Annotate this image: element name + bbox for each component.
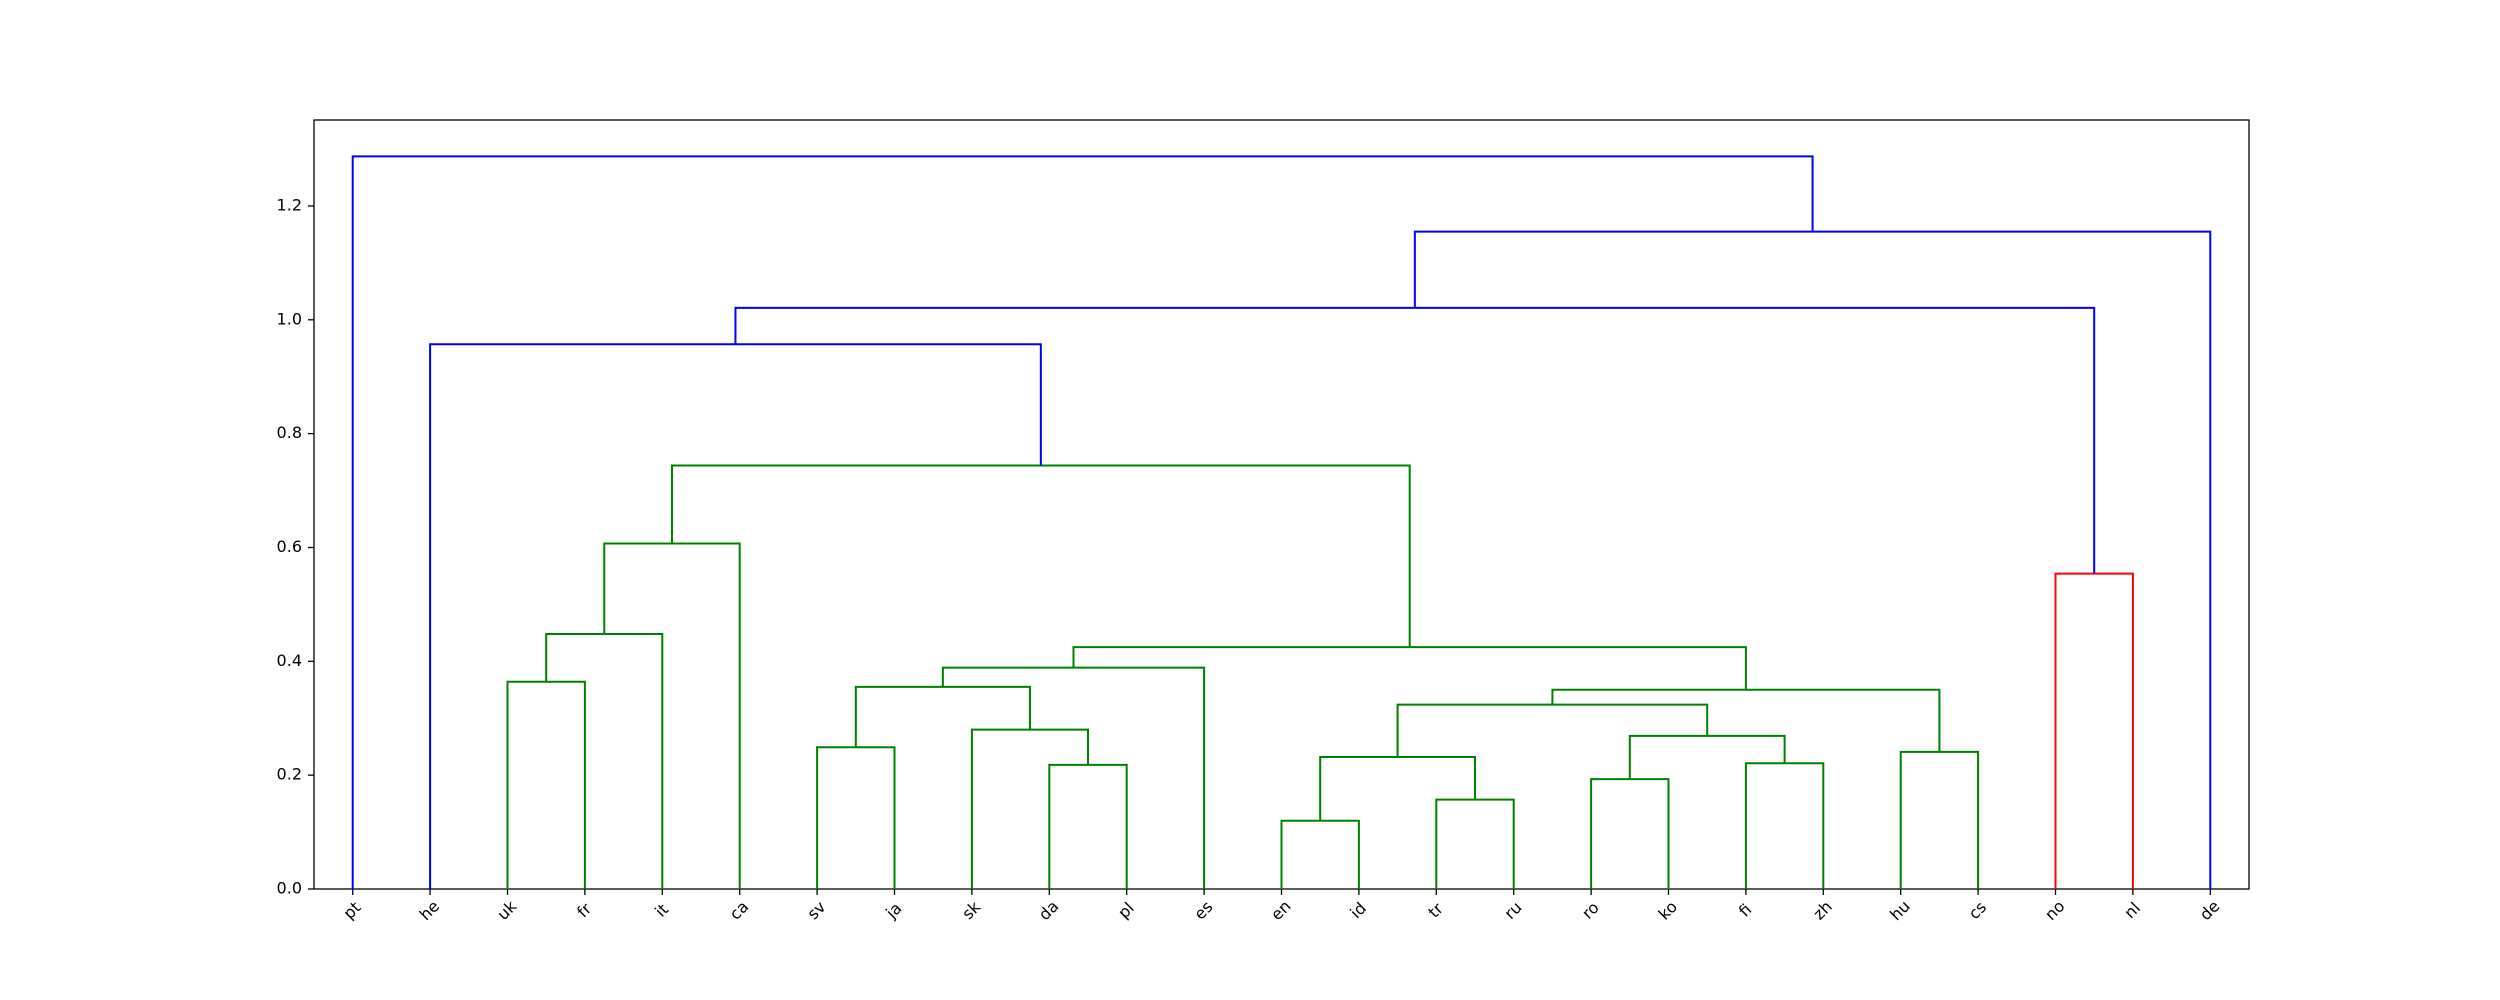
x-tick-label: fi	[1735, 900, 1756, 921]
x-tick-label: sv	[803, 897, 829, 923]
x-tick-label: it	[651, 900, 672, 921]
x-tick-label: cs	[1965, 898, 1991, 924]
link	[1280, 819, 1360, 889]
x-tick-label: de	[2196, 897, 2224, 925]
link	[603, 542, 741, 889]
x-tick-label: ko	[1655, 897, 1682, 924]
x-tick-label: ca	[726, 897, 753, 924]
link	[970, 728, 1089, 889]
link	[1435, 798, 1515, 889]
link	[1319, 755, 1476, 821]
y-tick-label: 1.0	[277, 309, 302, 328]
link	[506, 680, 586, 889]
link	[941, 666, 1206, 889]
x-tick-label: zh	[1809, 897, 1836, 924]
link	[2054, 572, 2134, 889]
x-tick-label: nl	[2120, 898, 2144, 922]
plot-frame	[313, 119, 2250, 890]
x-tick-label: pt	[339, 898, 364, 923]
y-tick-label: 0.2	[277, 765, 302, 784]
link	[1590, 778, 1670, 889]
x-tick-label: ja	[881, 899, 905, 923]
x-tick-label: uk	[493, 896, 521, 924]
x-tick-label: pl	[1114, 898, 1138, 922]
x-tick-label: tr	[1424, 899, 1447, 922]
link	[734, 306, 2096, 574]
x-tick-label: no	[2041, 897, 2069, 925]
x-tick-label: ru	[1500, 898, 1525, 923]
x-tick-label: fr	[573, 899, 595, 921]
x-tick-label: en	[1267, 897, 1295, 925]
link	[1048, 763, 1128, 889]
link	[429, 343, 1042, 889]
link	[816, 746, 896, 889]
y-tick-label: 0.4	[277, 651, 302, 670]
link	[670, 464, 1411, 648]
link	[1744, 762, 1825, 889]
link	[545, 632, 664, 889]
x-tick-label: he	[416, 897, 444, 925]
link	[1551, 688, 1941, 752]
y-tick-label: 0.6	[277, 537, 302, 556]
x-tick-label: hu	[1886, 896, 1914, 924]
x-tick-label: da	[1035, 897, 1063, 925]
link	[1628, 734, 1786, 780]
link	[1899, 750, 1980, 889]
x-tick-label: es	[1190, 897, 1216, 923]
link	[1072, 646, 1747, 690]
link	[1396, 703, 1709, 757]
x-tick-label: id	[1346, 898, 1370, 922]
link	[1413, 230, 2212, 889]
y-tick-label: 1.2	[277, 195, 302, 214]
x-tick-label: sk	[958, 897, 984, 923]
link	[854, 685, 1031, 748]
x-tick-label: ro	[1578, 898, 1603, 923]
y-tick-label: 0.8	[277, 423, 302, 442]
y-tick-label: 0.0	[277, 879, 302, 898]
link	[351, 155, 1814, 889]
